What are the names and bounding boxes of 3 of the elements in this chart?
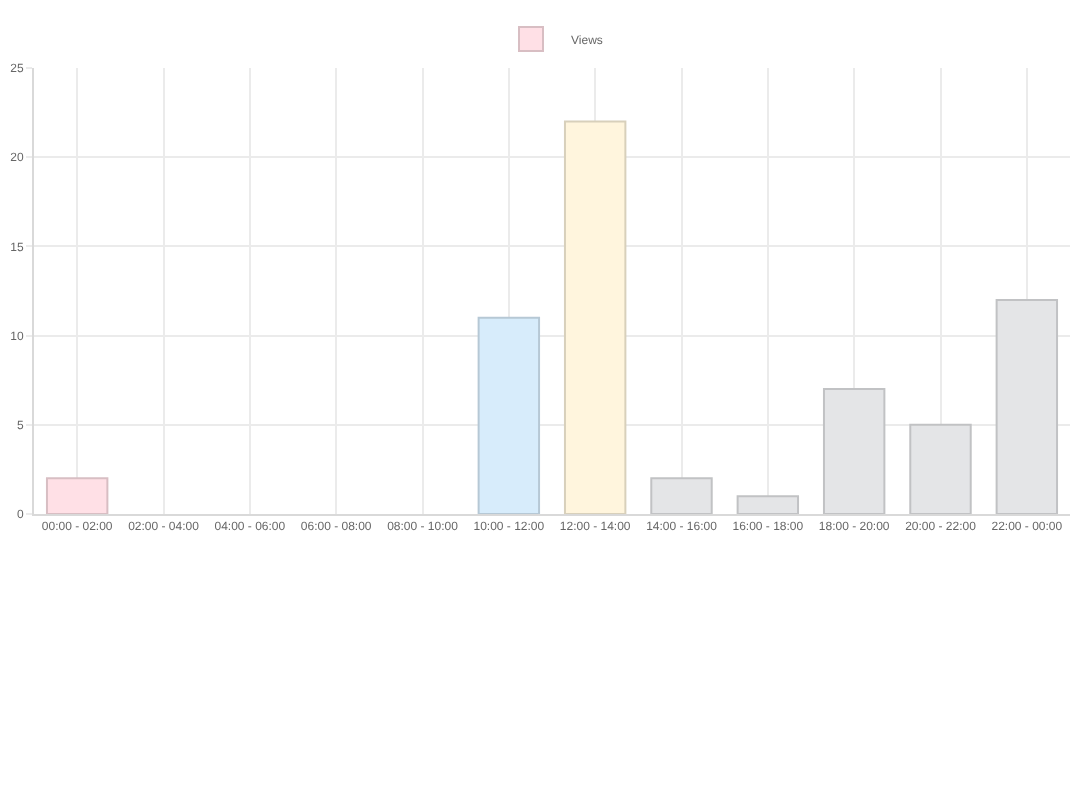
bar <box>45 477 109 514</box>
bar <box>477 316 541 514</box>
bar <box>563 120 627 514</box>
